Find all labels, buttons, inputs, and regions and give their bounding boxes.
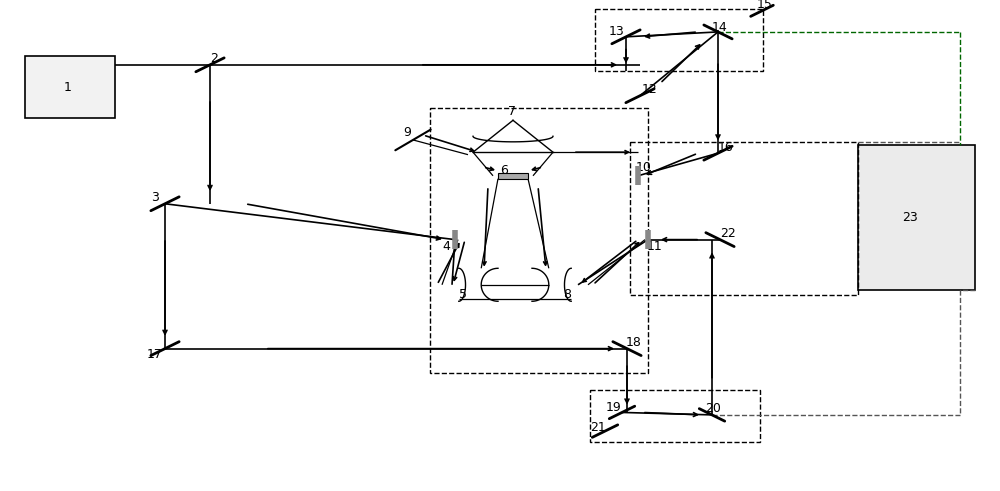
Text: 3: 3: [151, 191, 159, 204]
Text: 14: 14: [712, 21, 728, 33]
Text: 20: 20: [705, 402, 721, 415]
Text: 9: 9: [403, 126, 411, 139]
Text: 10: 10: [636, 162, 652, 174]
Text: 22: 22: [720, 227, 736, 240]
Text: 4: 4: [442, 241, 450, 253]
FancyBboxPatch shape: [858, 145, 975, 290]
Text: 21: 21: [590, 421, 606, 434]
Text: 15: 15: [757, 0, 773, 11]
Text: 2: 2: [210, 53, 218, 65]
Text: 19: 19: [606, 401, 622, 414]
Text: 5: 5: [459, 288, 467, 301]
Text: 16: 16: [718, 141, 734, 154]
Text: 12: 12: [642, 83, 658, 96]
FancyBboxPatch shape: [25, 56, 115, 118]
Text: 17: 17: [147, 349, 163, 361]
Text: 11: 11: [647, 241, 663, 253]
Text: 13: 13: [609, 26, 625, 38]
Text: 23: 23: [902, 211, 918, 224]
Text: 18: 18: [626, 336, 642, 349]
Text: 8: 8: [563, 288, 571, 301]
Text: 7: 7: [508, 106, 516, 118]
Bar: [498, 173, 528, 179]
Text: 1: 1: [64, 81, 72, 94]
Text: 6: 6: [500, 164, 508, 177]
